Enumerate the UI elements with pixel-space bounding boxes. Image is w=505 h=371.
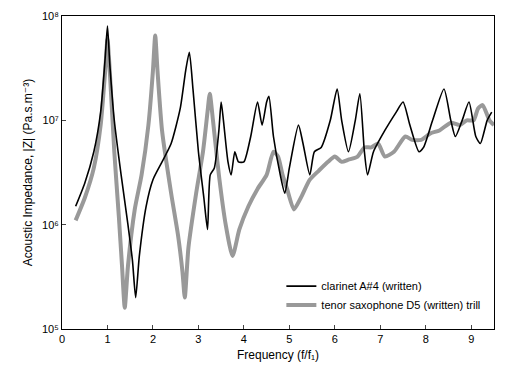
svg-text:tenor saxophone D5 (written) t: tenor saxophone D5 (written) trill	[321, 299, 480, 311]
svg-text:10⁶: 10⁶	[42, 219, 59, 231]
svg-text:clarinet A#4 (written): clarinet A#4 (written)	[321, 280, 421, 292]
svg-text:5: 5	[286, 333, 292, 345]
svg-text:6: 6	[332, 333, 338, 345]
svg-text:3: 3	[195, 333, 201, 345]
svg-text:10⁸: 10⁸	[42, 10, 59, 22]
svg-text:Frequency (f/f₁): Frequency (f/f₁)	[237, 348, 319, 362]
svg-text:10⁵: 10⁵	[42, 323, 59, 335]
svg-text:2: 2	[150, 333, 156, 345]
svg-text:Acoustic Impedance, |Z| (Pa.s.: Acoustic Impedance, |Z| (Pa.s.m⁻³)	[21, 79, 35, 266]
svg-text:10⁷: 10⁷	[43, 114, 59, 126]
svg-text:7: 7	[377, 333, 383, 345]
svg-text:8: 8	[423, 333, 429, 345]
svg-text:9: 9	[468, 333, 474, 345]
svg-text:1: 1	[104, 333, 110, 345]
svg-text:4: 4	[241, 333, 247, 345]
svg-text:0: 0	[59, 333, 65, 345]
